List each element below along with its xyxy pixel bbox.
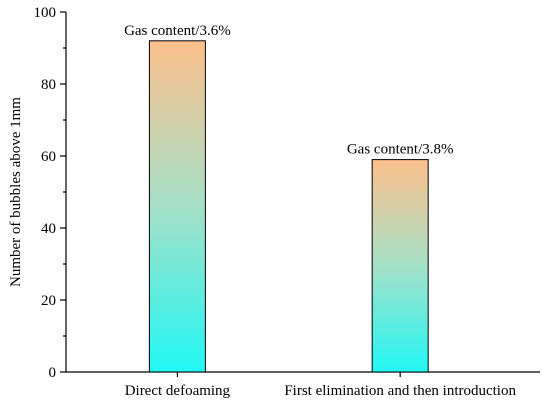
y-tick-label: 20 [41, 293, 56, 309]
y-tick-label: 40 [41, 221, 56, 237]
y-axis-title: Number of bubbles above 1mm [8, 97, 24, 287]
bar [148, 40, 206, 373]
bar-data-label: Gas content/3.8% [347, 142, 454, 158]
data-labels: Gas content/3.6% Gas content/3.8% [124, 23, 453, 158]
bar-data-label: Gas content/3.6% [124, 23, 231, 39]
x-tick-label: First elimination and then introduction [284, 383, 516, 399]
bars [148, 40, 429, 373]
bar [371, 159, 429, 373]
axes: 0 20 40 60 80 100 Direct defoaming First elimin… [34, 5, 540, 399]
y-tick-label: 100 [34, 5, 57, 21]
y-tick-label: 0 [49, 365, 57, 381]
y-tick-label: 60 [41, 149, 56, 165]
x-tick-label: Direct defoaming [125, 383, 231, 399]
y-tick-label: 80 [41, 77, 56, 93]
